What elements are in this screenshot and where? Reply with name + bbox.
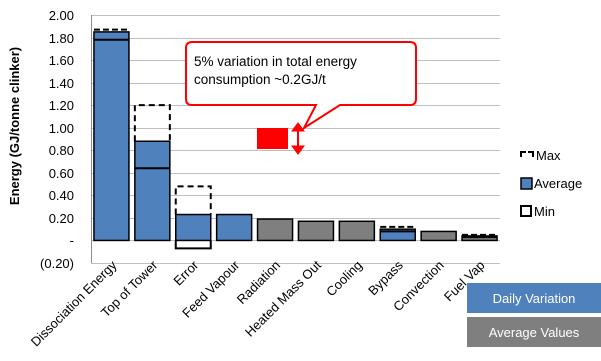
bar [338, 220, 376, 242]
legend-max-icon [520, 151, 534, 157]
max-marker [133, 104, 171, 142]
legend-min-label: Min [534, 204, 555, 219]
y-tick-label: 1.80 [49, 31, 74, 46]
y-tick-label: - [70, 233, 74, 248]
y-axis-title: Energy (GJ/tonne clinker) [7, 47, 22, 205]
variation-arrow-icon [291, 122, 305, 155]
bar [256, 218, 294, 242]
legend-max-label: Max [536, 148, 561, 163]
legend-min-icon [520, 205, 532, 217]
bar [93, 31, 130, 242]
y-tick-label: 1.40 [49, 76, 74, 91]
max-marker [174, 185, 212, 215]
bar [461, 235, 498, 242]
y-tick-label: (0.20) [40, 256, 74, 271]
bar [297, 220, 335, 242]
y-tick-label: 1.20 [49, 98, 74, 113]
y-tick-label: 0.40 [49, 188, 74, 203]
bar [175, 213, 212, 242]
bar [420, 230, 457, 242]
daily-variation-badge: Daily Variation [467, 283, 601, 313]
bar [215, 213, 253, 242]
min-marker [174, 240, 212, 250]
callout-text: 5% variation in total energy consumption… [194, 54, 357, 87]
y-tick-label: 0.80 [49, 143, 74, 158]
average-values-badge: Average Values [467, 317, 601, 347]
callout [185, 41, 417, 131]
y-tick-label: 0.60 [49, 166, 74, 181]
legend-average-label: Average [534, 176, 582, 191]
bar [134, 140, 171, 242]
y-tick-label: 2.00 [49, 8, 74, 23]
bar [379, 228, 416, 242]
bars [93, 28, 498, 250]
x-tick-label: Error [170, 257, 202, 289]
variation-highlight-box [257, 128, 288, 149]
y-tick-label: 1.00 [49, 121, 74, 136]
y-axis: (0.20) - 0.20 0.40 0.60 0.80 1.00 1.20 1.40 1.60 1… [40, 8, 92, 271]
y-tick-label: 0.20 [49, 211, 74, 226]
legend-average-icon [520, 177, 533, 190]
x-tick-label: Heated Mass Out [242, 257, 324, 339]
legend: Max Average Min [520, 148, 582, 219]
y-tick-label: 1.60 [49, 53, 74, 68]
